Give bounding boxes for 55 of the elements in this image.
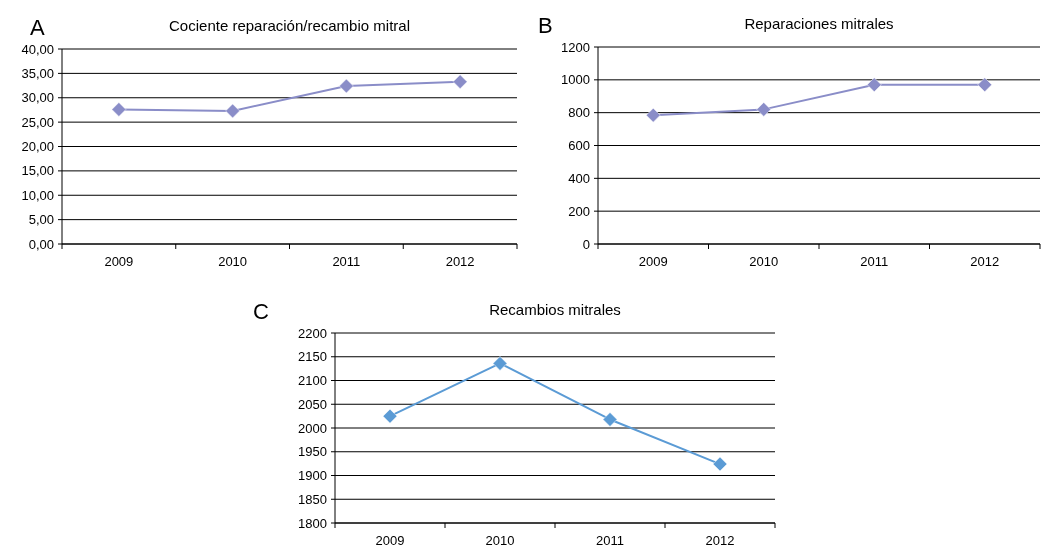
y-tick-label: 400 <box>568 170 590 186</box>
y-tick-label: 20,00 <box>21 139 54 155</box>
y-tick-label: 2200 <box>298 325 327 341</box>
text: A <box>30 15 45 40</box>
x-tick-label: 2011 <box>596 533 624 548</box>
x-tick-label: 2012 <box>705 533 735 548</box>
y-tick-label: 2100 <box>298 373 327 389</box>
x-tick-label: 2009 <box>638 254 668 269</box>
x-tick-label: 2010 <box>485 533 515 548</box>
chart-title: Recambios mitrales <box>489 301 621 318</box>
point <box>339 78 354 94</box>
point <box>867 77 882 93</box>
x-tick-label: 2012 <box>970 254 1000 269</box>
y-tick-label: 1900 <box>298 468 327 484</box>
y-tick-label: 600 <box>568 138 590 154</box>
point <box>225 103 240 119</box>
y-tick-label: 1200 <box>561 39 590 55</box>
point <box>382 408 398 424</box>
x-tick-label: 2010 <box>218 254 248 269</box>
y-tick-label: 2150 <box>298 349 327 365</box>
x-tick-label: 2012 <box>445 254 475 269</box>
x-tick-label: 2011 <box>332 254 361 269</box>
point <box>756 102 771 117</box>
y-tick-label: 40,00 <box>21 41 54 57</box>
point <box>111 102 127 117</box>
y-tick-label: 200 <box>568 203 590 219</box>
y-tick-label: 2050 <box>298 396 327 412</box>
y-tick-label: 0 <box>582 236 590 252</box>
x-tick-label: 2010 <box>749 254 779 269</box>
y-tick-label: 1950 <box>298 444 327 460</box>
x-tick-label: 2011 <box>860 254 889 269</box>
y-tick-label: 5,00 <box>28 212 54 228</box>
text: C <box>253 299 269 324</box>
text: B <box>538 13 553 38</box>
point <box>712 456 728 472</box>
point <box>646 107 661 123</box>
x-tick-label: 2009 <box>104 254 134 269</box>
x-tick-label: 2009 <box>375 533 405 548</box>
point <box>602 412 618 427</box>
y-tick-label: 35,00 <box>21 65 54 81</box>
y-tick-label: 30,00 <box>21 90 54 106</box>
y-tick-label: 1000 <box>561 72 590 88</box>
y-tick-label: 2000 <box>298 420 327 436</box>
chart-title: Cociente reparación/recambio mitral <box>169 17 410 34</box>
y-tick-label: 10,00 <box>21 187 54 203</box>
y-tick-label: 800 <box>568 105 590 121</box>
point <box>452 74 468 89</box>
y-tick-label: 1800 <box>298 515 327 531</box>
point <box>492 356 508 371</box>
y-tick-label: 1850 <box>298 491 327 507</box>
point <box>977 77 992 93</box>
y-tick-label: 0,00 <box>28 236 54 252</box>
y-tick-label: 25,00 <box>21 114 54 130</box>
chart-title: Reparaciones mitrales <box>744 15 894 32</box>
y-tick-label: 15,00 <box>21 163 54 179</box>
